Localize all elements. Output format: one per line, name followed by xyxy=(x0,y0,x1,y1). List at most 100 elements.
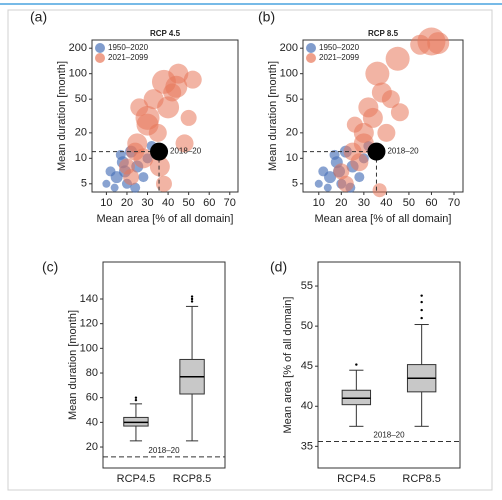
y-tick-label: 200 xyxy=(280,42,298,54)
frame xyxy=(7,9,493,491)
panel-label: (c) xyxy=(42,259,58,275)
y-tick-label: 140 xyxy=(80,293,98,305)
outlier xyxy=(355,363,358,366)
reference-label: 2018–20 xyxy=(373,431,405,440)
x-tick-label: 50 xyxy=(403,197,415,209)
y-tick-label: 45 xyxy=(301,360,313,372)
legend-swatch xyxy=(95,43,105,53)
y-tick-label: 100 xyxy=(280,68,298,80)
y-tick-label: 40 xyxy=(301,400,313,412)
bubble xyxy=(337,175,354,192)
x-tick-label: 60 xyxy=(425,197,437,209)
panel-label: (d) xyxy=(270,259,287,275)
bubble xyxy=(165,75,188,98)
x-tick-label: 50 xyxy=(183,197,195,209)
y-tick-label: 10 xyxy=(286,152,298,164)
y-tick-label: 200 xyxy=(69,42,87,54)
y-axis-label: Mean duration [month] xyxy=(56,61,68,171)
panel-label: (a) xyxy=(30,9,47,25)
legend-label: 1950–2020 xyxy=(108,43,149,52)
x-tick-label: 70 xyxy=(224,197,236,209)
y-tick-label: 55 xyxy=(301,280,313,292)
bubble xyxy=(175,134,194,153)
plot-frame xyxy=(91,39,239,193)
plot-frame xyxy=(102,261,226,469)
y-tick-label: 5 xyxy=(81,178,87,190)
y-axis-label: Mean area [% of all domain] xyxy=(282,297,294,434)
y-tick-label: 100 xyxy=(80,342,98,354)
legend-swatch xyxy=(95,53,105,63)
y-tick-label: 20 xyxy=(86,441,98,453)
bubble xyxy=(346,116,363,133)
outlier xyxy=(134,398,138,402)
bubble xyxy=(329,149,340,160)
x-tick-label: 70 xyxy=(448,197,460,209)
legend-swatch xyxy=(306,53,316,63)
y-tick-label: 50 xyxy=(75,93,87,105)
x-tick-label: 20 xyxy=(121,197,133,209)
bubble xyxy=(377,123,396,142)
bubble xyxy=(390,103,409,122)
bubble xyxy=(110,183,119,192)
bubble xyxy=(372,183,387,198)
legend-label: 1950–2020 xyxy=(319,43,360,52)
reference-label: 2018–20 xyxy=(170,147,202,156)
x-axis-label: Mean area [% of all domain] xyxy=(97,213,234,225)
bubble xyxy=(362,107,383,128)
y-tick-label: 80 xyxy=(86,367,98,379)
y-tick-label: 60 xyxy=(86,392,98,404)
y-tick-label: 100 xyxy=(69,68,87,80)
reference-label: 2018–20 xyxy=(387,147,419,156)
y-tick-label: 20 xyxy=(286,127,298,139)
bubble xyxy=(123,169,140,186)
bubble xyxy=(183,70,202,89)
x-tick-label: RCP8.5 xyxy=(402,473,441,485)
outlier xyxy=(420,300,423,304)
box xyxy=(341,389,372,406)
chart-title: RCP 4.5 xyxy=(150,29,181,38)
bubble xyxy=(350,153,369,172)
bubble xyxy=(149,156,170,177)
bubble xyxy=(324,171,337,184)
panel-label: (b) xyxy=(258,9,275,25)
bubble xyxy=(157,96,180,119)
y-tick-label: 50 xyxy=(286,93,298,105)
bubble xyxy=(314,179,323,188)
outlier xyxy=(420,308,423,312)
x-tick-label: RCP4.5 xyxy=(117,473,156,485)
chart-title: RCP 8.5 xyxy=(368,29,399,38)
outlier xyxy=(190,295,194,298)
x-tick-label: 20 xyxy=(335,197,347,209)
bubble xyxy=(323,183,332,192)
legend-swatch xyxy=(306,43,316,53)
y-tick-label: 35 xyxy=(301,440,313,452)
x-tick-label: RCP8.5 xyxy=(173,473,212,485)
outlier xyxy=(134,396,138,399)
y-tick-label: 50 xyxy=(301,320,313,332)
x-tick-label: 10 xyxy=(313,197,325,209)
bubble xyxy=(102,179,111,188)
bubble xyxy=(130,98,149,117)
x-tick-label: 30 xyxy=(358,197,370,209)
x-tick-label: 60 xyxy=(203,197,215,209)
y-axis-label: Mean duration [month] xyxy=(67,310,79,420)
bubble xyxy=(115,149,126,160)
bubble xyxy=(381,90,400,109)
bubble xyxy=(155,175,172,192)
x-tick-label: 40 xyxy=(162,197,174,209)
legend-label: 2021–2099 xyxy=(108,53,149,62)
bubble xyxy=(354,172,365,183)
y-axis-label: Mean duration [month] xyxy=(267,61,279,171)
bubble xyxy=(180,109,197,126)
plot-frame xyxy=(317,261,461,469)
y-tick-label: 20 xyxy=(75,127,87,139)
legend-label: 2021–2099 xyxy=(319,53,360,62)
y-tick-label: 120 xyxy=(80,318,98,330)
bubble xyxy=(427,32,450,55)
bubble xyxy=(385,46,410,71)
x-axis-label: Mean area [% of all domain] xyxy=(315,213,452,225)
reference-point xyxy=(367,142,386,161)
bubble xyxy=(333,163,350,180)
